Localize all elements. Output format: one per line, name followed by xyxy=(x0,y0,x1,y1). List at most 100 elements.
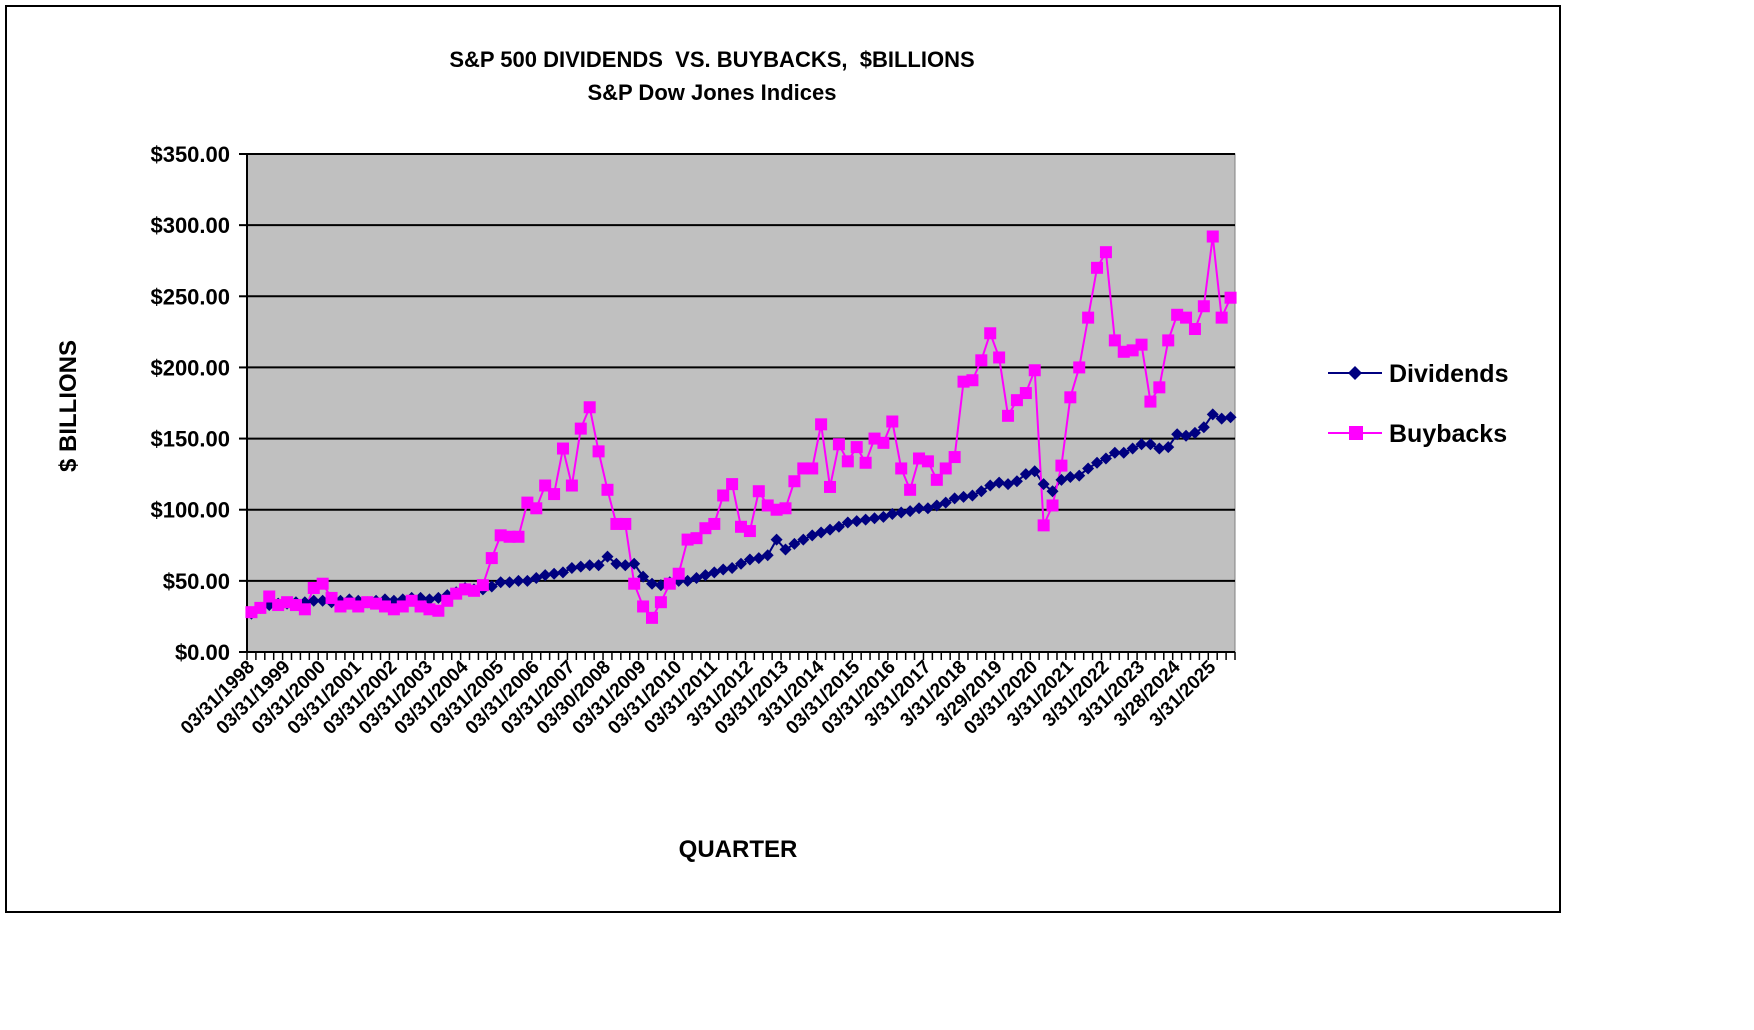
dividends-point xyxy=(850,515,863,528)
dividends-point xyxy=(601,550,614,563)
dividends-point xyxy=(1046,485,1059,498)
buybacks-point xyxy=(1019,387,1032,400)
plot-background xyxy=(246,153,1236,653)
dividends-point xyxy=(868,512,881,525)
dividends-point xyxy=(1206,408,1219,421)
dividends-point xyxy=(841,516,854,529)
buybacks-point xyxy=(254,601,267,614)
buybacks-point xyxy=(645,611,658,624)
dividends-point xyxy=(1171,428,1184,441)
dividends-point xyxy=(1010,475,1023,488)
buybacks-point xyxy=(1028,364,1041,377)
y-tick-label: $0.00 xyxy=(175,640,230,665)
legend: Dividends Buybacks xyxy=(1328,360,1508,448)
dividends-point xyxy=(752,552,765,565)
legend-label: Buybacks xyxy=(1389,420,1507,448)
buybacks-point xyxy=(921,455,934,468)
dividends-point xyxy=(1108,446,1121,459)
buybacks-point xyxy=(726,478,739,491)
dividends-point xyxy=(895,506,908,519)
buybacks-point xyxy=(601,483,614,496)
buybacks-point xyxy=(966,374,979,387)
dividends-point xyxy=(1082,462,1095,475)
buybacks-point xyxy=(245,606,258,619)
dividends-point xyxy=(1162,441,1175,454)
dividends-point xyxy=(877,510,890,523)
dividends-point xyxy=(1055,473,1068,486)
dividends-point xyxy=(521,574,534,587)
dividends-point xyxy=(1135,438,1148,451)
dividends-point xyxy=(797,533,810,546)
buybacks-point xyxy=(984,327,997,340)
dividends-point xyxy=(717,563,730,576)
buybacks-point xyxy=(930,473,943,486)
dividends-point xyxy=(726,562,739,575)
buybacks-point xyxy=(1073,361,1086,374)
dividends-point xyxy=(1099,452,1112,465)
dividends-point xyxy=(1037,478,1050,491)
dividends-point xyxy=(530,572,543,585)
buybacks-point xyxy=(548,488,561,501)
buybacks-point xyxy=(654,596,667,609)
buybacks-point xyxy=(690,532,703,545)
dividends-point xyxy=(708,566,721,579)
buybacks-point xyxy=(788,475,801,488)
buybacks-point xyxy=(1188,323,1201,336)
legend-label: Dividends xyxy=(1389,360,1508,388)
chart-title: S&P 500 DIVIDENDS VS. BUYBACKS, $BILLION… xyxy=(449,47,974,72)
buybacks-point xyxy=(1064,391,1077,404)
dividends-point xyxy=(628,557,641,570)
chart-frame xyxy=(5,5,1561,913)
buybacks-point xyxy=(1180,311,1193,324)
dividends-point xyxy=(1073,469,1086,482)
buybacks-point xyxy=(637,600,650,613)
buybacks-point xyxy=(1099,246,1112,259)
dividends-point xyxy=(832,520,845,533)
dividends-point xyxy=(512,574,525,587)
buybacks-point xyxy=(806,462,819,475)
buybacks-point xyxy=(583,401,596,414)
dividends-point xyxy=(699,569,712,582)
dividends-point xyxy=(690,572,703,585)
buybacks-point xyxy=(565,479,578,492)
dividends-point xyxy=(966,489,979,502)
buybacks-point xyxy=(1082,311,1095,324)
dividends-point xyxy=(1126,442,1139,455)
buybacks-point xyxy=(1144,395,1157,408)
buybacks-point xyxy=(939,462,952,475)
buybacks-point xyxy=(1135,338,1148,351)
dividends-point xyxy=(1197,421,1210,434)
y-tick-label: $300.00 xyxy=(150,213,230,238)
buybacks-point xyxy=(1162,334,1175,347)
buybacks-point xyxy=(975,354,988,367)
buybacks-point xyxy=(628,577,641,590)
dividends-point xyxy=(610,557,623,570)
y-tick-label: $200.00 xyxy=(150,355,230,380)
legend-diamond-marker xyxy=(1348,366,1362,380)
dividends-point xyxy=(1064,470,1077,483)
dividends-point xyxy=(556,566,569,579)
dividends-point xyxy=(503,576,516,589)
y-tick-label: $250.00 xyxy=(150,284,230,309)
dividends-point xyxy=(574,560,587,573)
dividends-point xyxy=(1224,411,1237,424)
dividends-point xyxy=(1180,429,1193,442)
dividends-point xyxy=(779,543,792,556)
buybacks-point xyxy=(752,485,765,498)
buybacks-point xyxy=(476,579,489,592)
dividends-point xyxy=(1019,468,1032,481)
buybacks-point xyxy=(316,577,329,590)
dividends-point xyxy=(815,526,828,539)
buybacks-point xyxy=(993,351,1006,364)
dividends-point xyxy=(539,569,552,582)
dividends-point xyxy=(930,499,943,512)
buybacks-point xyxy=(503,530,516,543)
y-tick-label: $100.00 xyxy=(150,498,230,523)
buybacks-point xyxy=(432,604,445,617)
dividends-point xyxy=(1215,412,1228,425)
dividends-point xyxy=(583,559,596,572)
buybacks-point xyxy=(815,418,828,431)
buybacks-point xyxy=(743,525,756,538)
dividends-point xyxy=(548,567,561,580)
